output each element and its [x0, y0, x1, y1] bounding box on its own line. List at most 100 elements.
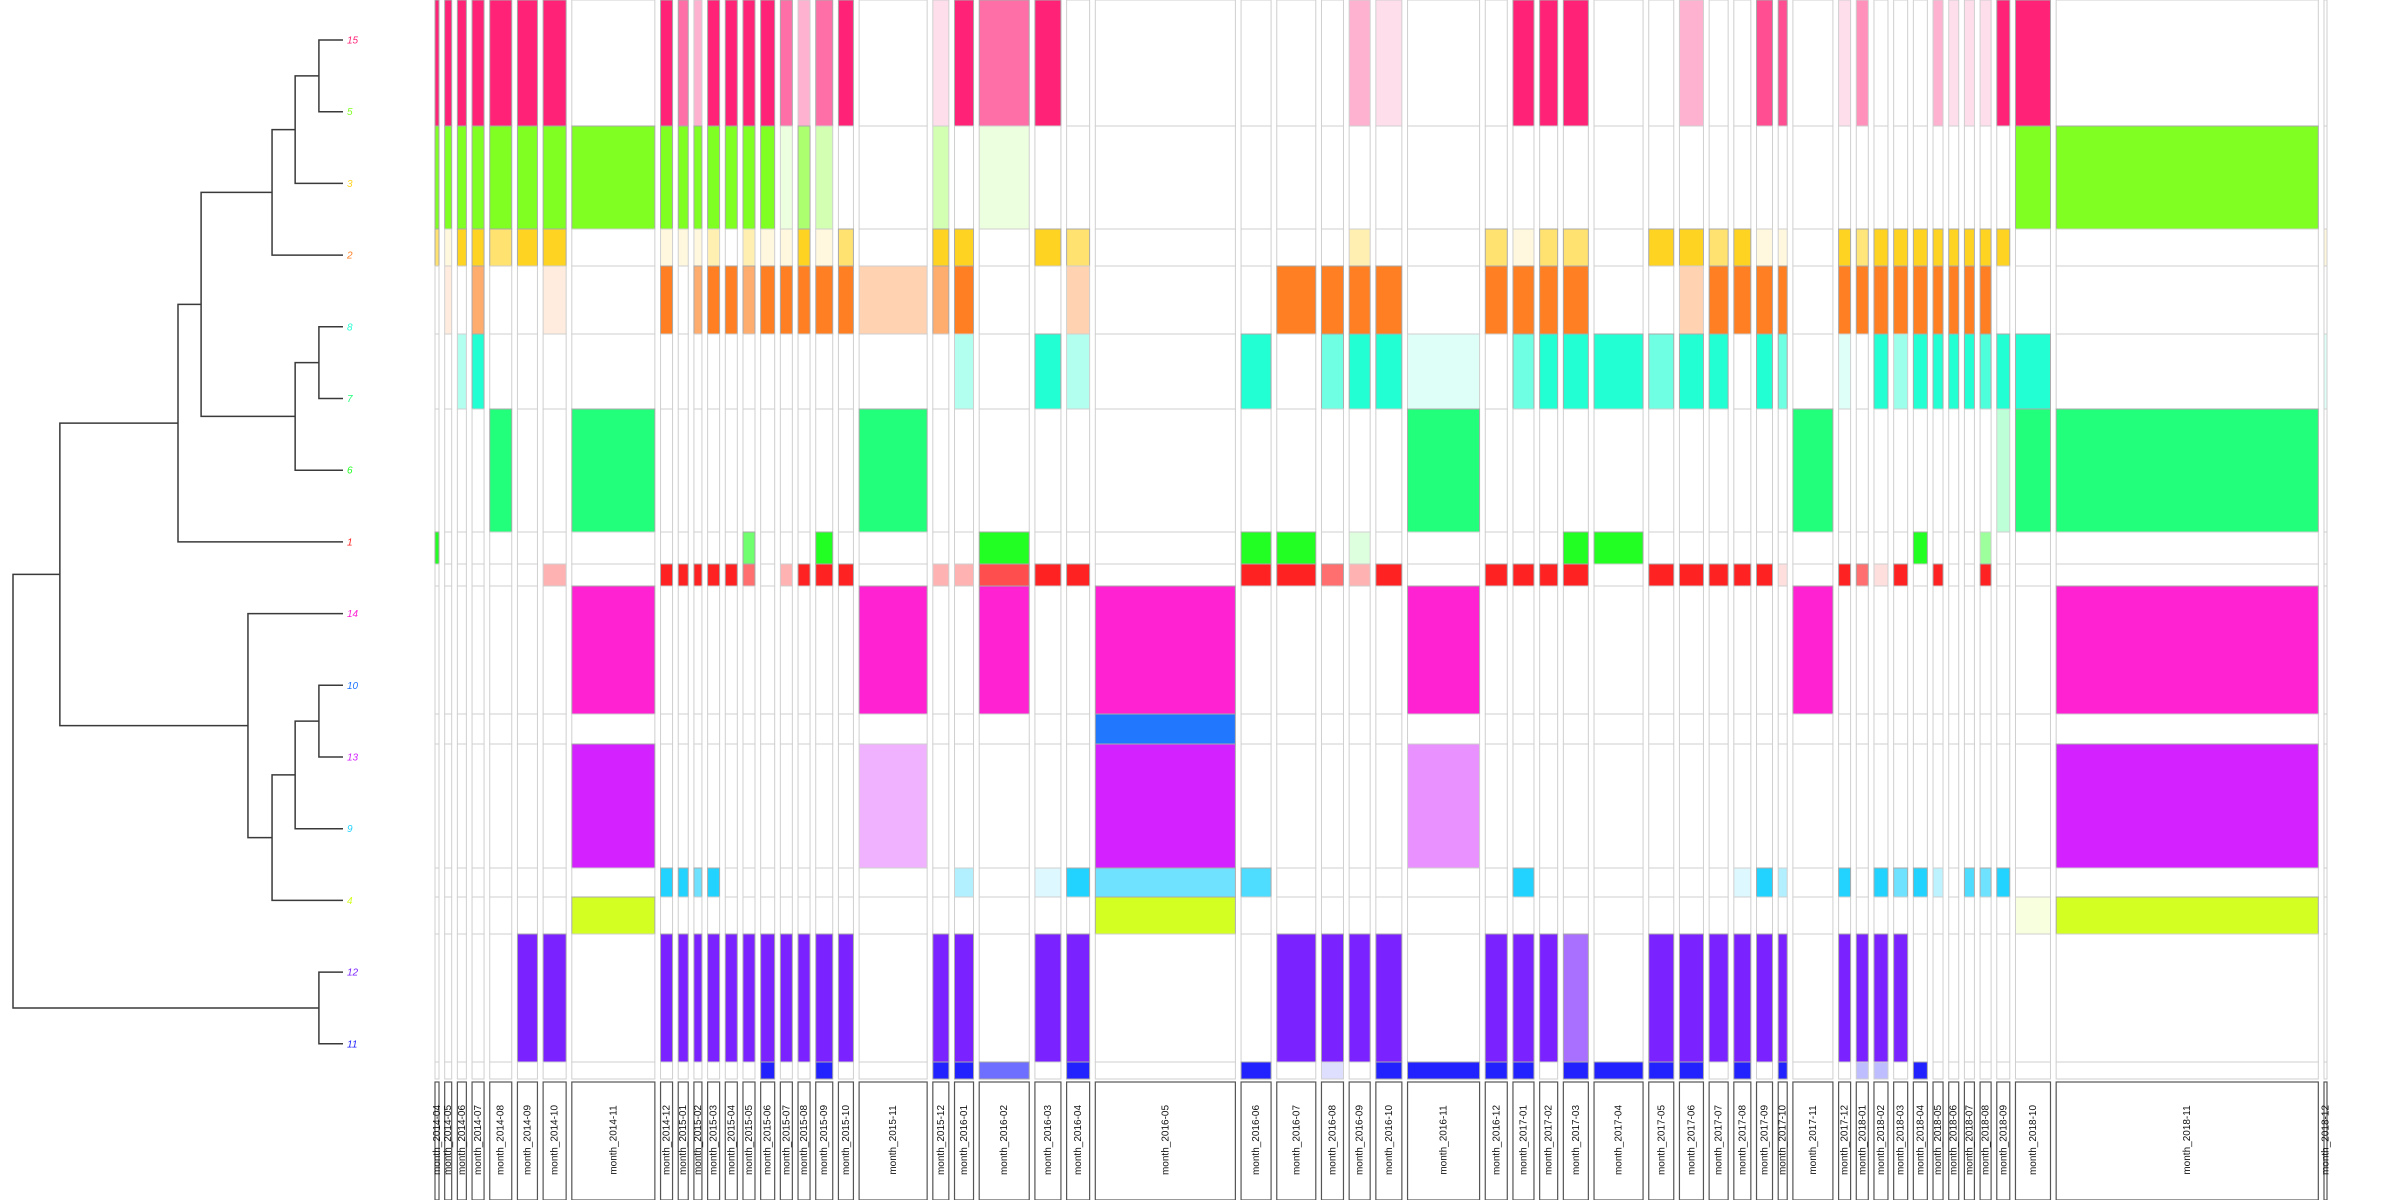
cell-month_2018-12-cluster-8	[2323, 333, 2328, 410]
cell-month_2014-04-cluster-6	[434, 531, 440, 565]
cell-month_2018-11-cluster-13	[2055, 743, 2319, 869]
cell-month_2017-12-cluster-12	[1838, 933, 1852, 1063]
cell-month_2018-03-cluster-13	[1893, 743, 1909, 869]
cell-month_2015-08-cluster-2	[797, 265, 811, 335]
column-label-box: month_2015-07	[779, 1081, 793, 1200]
column-label: month_2016-02	[999, 1105, 1010, 1175]
cell-month_2017-01-cluster-11	[1512, 1061, 1535, 1080]
cell-month_2016-04-cluster-3	[1066, 228, 1091, 267]
row-label-7: 7	[347, 394, 353, 405]
cell-month_2017-11-cluster-10	[1792, 713, 1834, 745]
cell-month_2015-11-cluster-13	[858, 743, 928, 869]
cell-month_2014-12-cluster-8	[660, 333, 674, 410]
cell-month_2018-11-cluster-8	[2055, 333, 2319, 410]
cell-month_2016-11-cluster-2	[1407, 265, 1481, 335]
cell-month_2017-01-cluster-3	[1512, 228, 1535, 267]
dendrogram-merge-m1	[318, 39, 343, 113]
column-label-box: month_2018-03	[1893, 1081, 1909, 1200]
cell-month_2016-08-cluster-8	[1320, 333, 1344, 410]
cell-month_2017-07-cluster-11	[1708, 1061, 1729, 1080]
cell-month_2015-10-cluster-6	[837, 531, 854, 565]
cell-month_2016-12-cluster-10	[1484, 713, 1508, 745]
dendrogram-merge-m12	[59, 422, 248, 727]
cell-month_2015-09-cluster-14	[815, 585, 834, 715]
cell-month_2014-11-cluster-10	[571, 713, 656, 745]
cell-month_2017-10-cluster-13	[1777, 743, 1788, 869]
cell-month_2015-07-cluster-1	[779, 563, 793, 587]
column-label: month_2018-12	[2320, 1105, 2331, 1175]
cell-month_2016-09-cluster-6	[1348, 531, 1371, 565]
cell-month_2017-09-cluster-8	[1756, 333, 1774, 410]
cell-month_2018-10-cluster-9	[2014, 867, 2051, 898]
cell-month_2017-02-cluster-5	[1539, 125, 1559, 230]
column-month_2018-12	[2323, 0, 2328, 1080]
cell-month_2017-04-cluster-15	[1593, 0, 1644, 127]
cell-month_2015-06-cluster-8	[760, 333, 776, 410]
cell-month_2018-04-cluster-12	[1912, 933, 1928, 1063]
cell-month_2016-06-cluster-15	[1240, 0, 1272, 127]
cell-month_2016-08-cluster-3	[1320, 228, 1344, 267]
cell-month_2015-02-cluster-8	[693, 333, 703, 410]
cell-month_2015-10-cluster-14	[837, 585, 854, 715]
column-label-box: month_2016-07	[1276, 1081, 1317, 1200]
column-label: month_2014-07	[473, 1105, 484, 1175]
cell-month_2014-12-cluster-2	[660, 265, 674, 335]
cell-month_2015-02-cluster-7	[693, 408, 703, 533]
column-label-frame	[1777, 1081, 1788, 1200]
dendrogram-merge-m10	[271, 774, 343, 902]
column-label-frame	[1348, 1081, 1371, 1200]
cell-month_2014-04-cluster-9	[434, 867, 440, 898]
column-label: month_2015-12	[936, 1105, 947, 1175]
cell-month_2018-03-cluster-5	[1893, 125, 1909, 230]
column-month_2014-04	[434, 0, 440, 1080]
cell-month_2018-01-cluster-9	[1855, 867, 1869, 898]
cell-month_2018-06-cluster-3	[1948, 228, 1960, 267]
column-label: month_2017-12	[1840, 1105, 1851, 1175]
cell-month_2016-04-cluster-7	[1066, 408, 1091, 533]
cell-month_2018-01-cluster-2	[1855, 265, 1869, 335]
column-label-box: month_2017-02	[1539, 1081, 1559, 1200]
cell-month_2015-07-cluster-8	[779, 333, 793, 410]
cell-month_2018-12-cluster-15	[2323, 0, 2328, 127]
column-label-box: month_2018-08	[1979, 1081, 1992, 1200]
column-label: month_2018-07	[1964, 1105, 1975, 1175]
column-month_2015-02	[693, 0, 703, 1080]
cell-month_2018-06-cluster-1	[1948, 563, 1960, 587]
column-label-frame	[2055, 1081, 2319, 1200]
cell-month_2018-09-cluster-4	[1996, 896, 2011, 935]
column-label: month_2015-03	[709, 1105, 720, 1175]
cell-month_2015-11-cluster-3	[858, 228, 928, 267]
column-label-box: month_2015-05	[742, 1081, 756, 1200]
cell-month_2016-07-cluster-13	[1276, 743, 1317, 869]
cell-month_2017-08-cluster-14	[1733, 585, 1752, 715]
cell-month_2017-12-cluster-7	[1838, 408, 1852, 533]
cell-month_2017-03-cluster-7	[1562, 408, 1589, 533]
cell-month_2016-07-cluster-1	[1276, 563, 1317, 587]
cell-month_2014-11-cluster-1	[571, 563, 656, 587]
dendrogram-merge-m3	[271, 128, 343, 256]
column-label-frame	[1912, 1081, 1928, 1200]
cell-month_2016-08-cluster-6	[1320, 531, 1344, 565]
cell-month_2016-05-cluster-13	[1094, 743, 1236, 869]
column-label: month_2016-10	[1384, 1105, 1395, 1175]
cell-month_2014-08-cluster-9	[489, 867, 513, 898]
cell-month_2017-05-cluster-12	[1648, 933, 1675, 1063]
cell-month_2018-02-cluster-3	[1873, 228, 1889, 267]
column-label-box: month_2015-10	[837, 1081, 855, 1200]
column-label-box: month_2017-12	[1837, 1081, 1852, 1200]
cell-month_2014-10-cluster-6	[542, 531, 567, 565]
column-label-box: month_2017-09	[1755, 1081, 1774, 1200]
cell-month_2015-11-cluster-5	[858, 125, 928, 230]
cell-month_2016-04-cluster-1	[1066, 563, 1091, 587]
column-label-frame	[2014, 1081, 2052, 1200]
column-month_2015-05	[742, 0, 756, 1080]
cell-month_2017-10-cluster-9	[1777, 867, 1788, 898]
cell-month_2018-11-cluster-2	[2055, 265, 2319, 335]
column-month_2015-04	[724, 0, 738, 1080]
cell-month_2016-07-cluster-6	[1276, 531, 1317, 565]
column-label-box: month_2018-05	[1932, 1081, 1944, 1200]
cell-month_2018-07-cluster-15	[1963, 0, 1975, 127]
cell-month_2018-11-cluster-10	[2055, 713, 2319, 745]
cell-month_2014-04-cluster-8	[434, 333, 440, 410]
column-label-box: month_2014-12	[659, 1081, 674, 1200]
